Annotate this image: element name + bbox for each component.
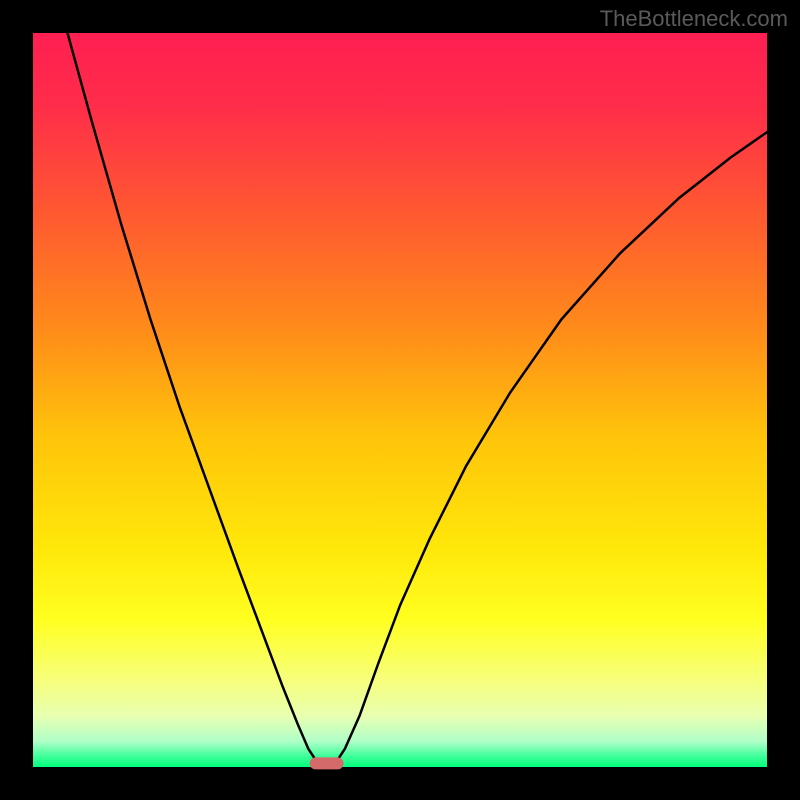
bottom-marker bbox=[310, 757, 344, 769]
plot-background bbox=[33, 33, 767, 767]
chart-container: TheBottleneck.com bbox=[0, 0, 800, 800]
watermark-text: TheBottleneck.com bbox=[600, 6, 788, 32]
bottleneck-chart bbox=[0, 0, 800, 800]
